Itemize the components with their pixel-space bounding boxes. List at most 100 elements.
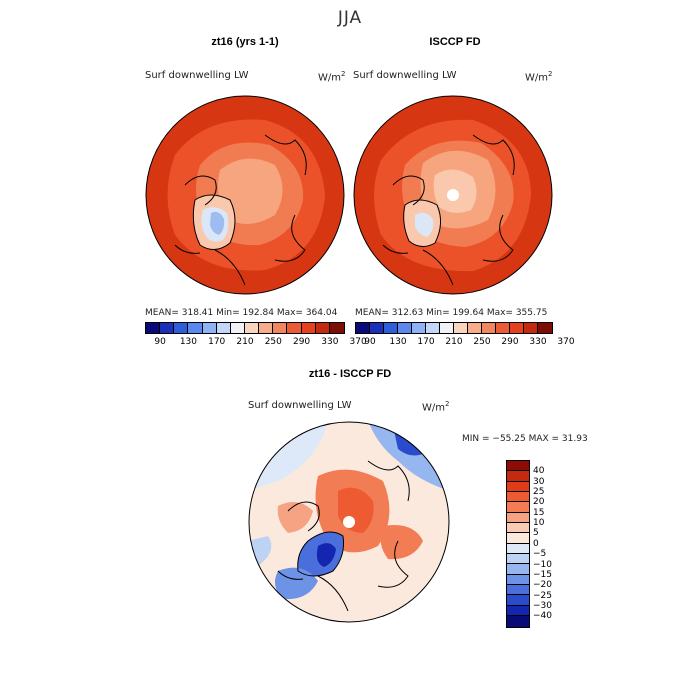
panel3-stats: MIN = −55.25 MAX = 31.93 bbox=[462, 434, 588, 444]
panel3-variable-label: Surf downwelling LW bbox=[248, 400, 352, 411]
panel2-colorbar-swatch bbox=[412, 323, 426, 333]
panel2-colorbar-swatches bbox=[355, 322, 553, 334]
panel3-colorbar-tick: 30 bbox=[533, 476, 545, 487]
panel3-field-pos-east bbox=[380, 525, 423, 560]
panel2-colorbar: 90 130 170 210 250 290 330 370 bbox=[355, 322, 575, 349]
panel2-title: ISCCP FD bbox=[429, 36, 481, 48]
panel1-colorbar-swatches bbox=[145, 322, 345, 334]
panel1-stats: MEAN= 318.41 Min= 192.84 Max= 364.04 bbox=[145, 308, 338, 318]
panel3-map-border bbox=[248, 421, 450, 623]
panel3-colorbar-swatch bbox=[507, 595, 529, 606]
panel3-colorbar-swatch bbox=[507, 523, 529, 534]
panel2-pole-hole bbox=[447, 189, 459, 201]
panel3-colorbar-tick: 15 bbox=[533, 507, 545, 518]
panel1-field-core bbox=[217, 158, 283, 224]
panel3-title: zt16 - ISCCP FD bbox=[308, 368, 392, 380]
panel3-colorbar-swatch bbox=[507, 554, 529, 565]
panel1-colorbar-tick: 330 bbox=[321, 337, 339, 347]
panel3-colorbar-tick: 25 bbox=[533, 487, 545, 498]
panel3-colorbar-tick: −40 bbox=[533, 611, 552, 622]
panel2-colorbar-swatch bbox=[356, 323, 370, 333]
panel1-colorbar-tick: 90 bbox=[154, 337, 166, 347]
panel3-colorbar-tick: 10 bbox=[533, 518, 545, 529]
panel2-colorbar-swatch bbox=[538, 323, 552, 333]
panel1-colorbar-ticks: 90 130 170 210 250 290 330 370 bbox=[145, 337, 366, 349]
panel3-colorbar-swatch bbox=[507, 492, 529, 503]
panel1-title: zt16 (yrs 1-1) bbox=[211, 36, 279, 48]
panel3-colorbar-swatch bbox=[507, 471, 529, 482]
panel2-colorbar-swatch bbox=[482, 323, 496, 333]
figure-title: JJA bbox=[337, 8, 363, 28]
panel3-colorbar-swatch bbox=[507, 461, 529, 472]
panel2-colorbar-ticks: 90 130 170 210 250 290 330 370 bbox=[355, 337, 574, 349]
panel1-colorbar-swatch bbox=[329, 323, 344, 333]
panel2-colorbar-swatch bbox=[510, 323, 524, 333]
panel2-colorbar-tick: 370 bbox=[557, 337, 575, 347]
panel2-colorbar-tick: 170 bbox=[417, 337, 435, 347]
panel2-colorbar-swatch bbox=[454, 323, 468, 333]
panel1-colorbar: 90 130 170 210 250 290 330 370 bbox=[145, 322, 367, 349]
panel2-colorbar-swatch bbox=[370, 323, 384, 333]
panel3-colorbar-swatch bbox=[507, 533, 529, 544]
panel3-field-pos-west bbox=[277, 502, 313, 533]
panel2-colorbar-swatch bbox=[468, 323, 482, 333]
panel2-colorbar-tick: 210 bbox=[445, 337, 463, 347]
panel3-colorbar-tick: −5 bbox=[533, 549, 547, 560]
panel3-colorbar-tick: −25 bbox=[533, 590, 552, 601]
panel1-colorbar-swatch bbox=[174, 323, 189, 333]
panel1-colorbar-swatch bbox=[188, 323, 203, 333]
panel1-greenland-outline bbox=[192, 194, 236, 250]
panel3-colorbar-tick: 0 bbox=[533, 538, 539, 549]
panel2-colorbar-swatch bbox=[440, 323, 454, 333]
panel3-colorbar-swatch bbox=[507, 616, 529, 627]
panel3-colorbar-tick: −20 bbox=[533, 580, 552, 591]
panel1-colorbar-tick: 250 bbox=[264, 337, 282, 347]
panel1-colorbar-tick: 130 bbox=[179, 337, 198, 347]
panel3-pole-hole bbox=[343, 516, 355, 528]
panel3-greenland-outline bbox=[297, 531, 344, 577]
panel3-colorbar-ticks: 40 30 25 20 15 10 5 0 −5 −10 −15 −20 −25 −30 −40 bbox=[533, 460, 583, 627]
panel3-colorbar-swatch bbox=[507, 564, 529, 575]
panel3-colorbar-swatch bbox=[507, 512, 529, 524]
panel3-colorbar-tick: −30 bbox=[533, 600, 552, 611]
panel3-colorbar-swatches bbox=[506, 460, 530, 628]
panel1-field-greenland-colder bbox=[210, 211, 225, 235]
panel3-colorbar-swatch bbox=[507, 481, 529, 493]
panel3-colorbar-swatch bbox=[507, 502, 529, 513]
panel1-coastline bbox=[174, 134, 307, 286]
panel1-colorbar-tick: 210 bbox=[236, 337, 254, 347]
panel1-colorbar-swatch bbox=[273, 323, 288, 333]
panel2-colorbar-tick: 290 bbox=[501, 337, 519, 347]
panel2-colorbar-swatch bbox=[496, 323, 510, 333]
panel2-coastline bbox=[382, 134, 515, 286]
panel3-field-neg-greenland-strong bbox=[316, 543, 336, 567]
panel2-greenland-outline bbox=[403, 199, 441, 247]
panel1-variable-label: Surf downwelling LW bbox=[145, 70, 249, 81]
panel2-colorbar-swatch bbox=[384, 323, 398, 333]
panel3-colorbar-swatch bbox=[507, 585, 529, 596]
panel2-colorbar-swatch bbox=[398, 323, 412, 333]
panel3-colorbar-swatch bbox=[507, 574, 529, 586]
panel2-field-greenland-cold bbox=[415, 212, 434, 237]
panel1-colorbar-swatch bbox=[259, 323, 274, 333]
panel2-colorbar-tick: 250 bbox=[473, 337, 491, 347]
panel1-colorbar-swatch bbox=[160, 323, 175, 333]
panel1-colorbar-swatch bbox=[216, 323, 231, 333]
panel1-colorbar-swatch bbox=[244, 323, 260, 333]
panel3-colorbar-swatch bbox=[507, 543, 529, 555]
panel3-colorbar-tick: 20 bbox=[533, 497, 545, 508]
panel3-colorbar-tick: −10 bbox=[533, 559, 552, 570]
panel1-polar-map bbox=[145, 95, 345, 295]
panel1-colorbar-swatch bbox=[301, 323, 316, 333]
panel2-polar-map bbox=[353, 95, 553, 295]
panel3-colorbar-tick: 5 bbox=[533, 528, 539, 539]
panel1-colorbar-swatch bbox=[315, 323, 330, 333]
panel2-colorbar-tick: 330 bbox=[529, 337, 547, 347]
panel2-units: W/m2 bbox=[525, 70, 553, 84]
panel2-colorbar-swatch bbox=[524, 323, 538, 333]
panel3-colorbar-tick: 40 bbox=[533, 466, 545, 477]
panel3-polar-map bbox=[248, 421, 450, 623]
panel3-units: W/m2 bbox=[422, 400, 450, 414]
panel1-colorbar-swatch bbox=[202, 323, 217, 333]
panel1-colorbar-tick: 170 bbox=[208, 337, 226, 347]
